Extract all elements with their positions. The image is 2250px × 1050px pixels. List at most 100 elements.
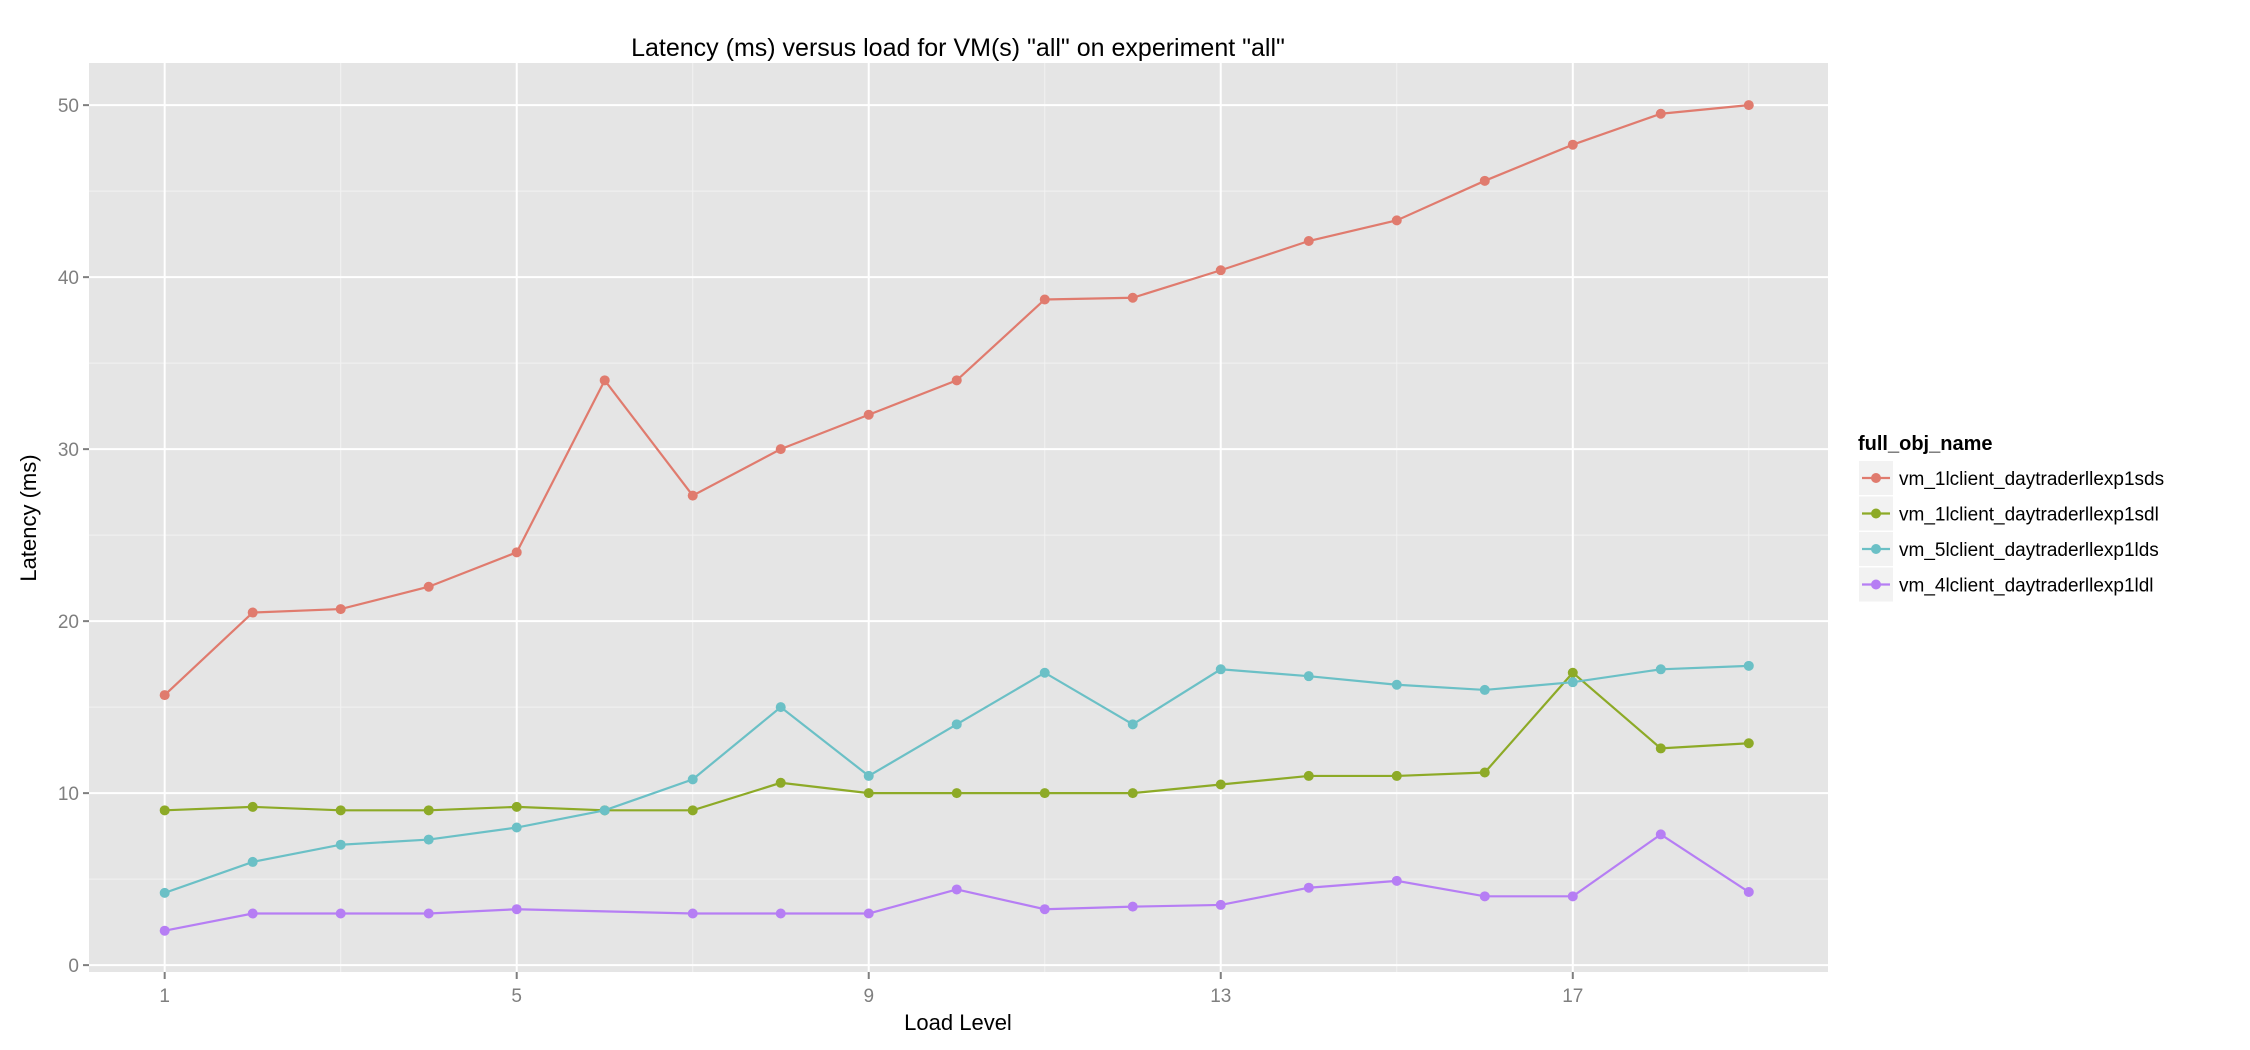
data-point [159, 690, 170, 701]
legend-key-point [1871, 473, 1881, 483]
data-point [775, 908, 786, 919]
data-point [1127, 788, 1138, 799]
y-tick-label: 10 [58, 784, 79, 805]
series-1 [159, 100, 1754, 701]
data-point [951, 884, 962, 895]
data-point [247, 856, 258, 867]
legend-key-point [1871, 544, 1881, 554]
legend-item-label: vm_1lclient_daytraderllexp1sdl [1899, 505, 2159, 526]
legend-item-label: vm_5lclient_daytraderllexp1lds [1899, 540, 2159, 561]
chart-title: Latency (ms) versus load for VM(s) "all"… [631, 34, 1285, 62]
data-point [1655, 829, 1666, 840]
data-point [1479, 891, 1490, 902]
legend-title: full_obj_name [1858, 433, 1992, 455]
data-point [1567, 139, 1578, 150]
data-point [1567, 891, 1578, 902]
data-point [1039, 904, 1050, 915]
x-tick-label: 5 [511, 986, 522, 1007]
data-point [423, 908, 434, 919]
data-point [687, 490, 698, 501]
data-point [423, 805, 434, 816]
data-point [1391, 770, 1402, 781]
data-point [863, 788, 874, 799]
data-point [951, 719, 962, 730]
data-point [1215, 779, 1226, 790]
x-tick-label: 1 [159, 986, 170, 1007]
data-point [599, 375, 610, 386]
data-point [159, 925, 170, 936]
series-layer [159, 100, 1754, 936]
data-point [687, 805, 698, 816]
data-point [1479, 684, 1490, 695]
data-point [863, 409, 874, 420]
y-tick-label: 0 [68, 956, 79, 977]
data-point [1127, 292, 1138, 303]
data-point [1743, 887, 1754, 898]
x-axis-label: Load Level [904, 1010, 1012, 1035]
data-point [247, 801, 258, 812]
x-tick-label: 9 [863, 986, 874, 1007]
data-point [1743, 100, 1754, 111]
data-point [1655, 743, 1666, 754]
data-point [687, 908, 698, 919]
series-line [164, 833, 1750, 932]
data-point [1215, 664, 1226, 675]
data-point [247, 607, 258, 618]
data-point [1479, 175, 1490, 186]
data-point [1303, 770, 1314, 781]
legend-item-label: vm_4lclient_daytraderllexp1ldl [1899, 576, 2154, 597]
data-point [1567, 667, 1578, 678]
data-point [1655, 664, 1666, 675]
data-point [1039, 294, 1050, 305]
data-point [511, 801, 522, 812]
data-point [511, 822, 522, 833]
data-point [335, 908, 346, 919]
series-4 [159, 829, 1754, 936]
data-point [1391, 679, 1402, 690]
data-point [423, 581, 434, 592]
grid-lines [89, 63, 1828, 972]
data-point [335, 805, 346, 816]
data-point [1215, 265, 1226, 276]
data-point [335, 839, 346, 850]
legend: full_obj_name vm_1lclient_daytraderllexp… [1858, 433, 2164, 602]
data-point [863, 770, 874, 781]
legend-item-label: vm_1lclient_daytraderllexp1sds [1899, 469, 2164, 490]
data-point [1303, 236, 1314, 247]
data-point [159, 887, 170, 898]
series-3 [159, 660, 1754, 898]
data-point [1655, 108, 1666, 119]
data-point [511, 547, 522, 558]
data-point [1303, 671, 1314, 682]
y-tick-label: 50 [58, 96, 79, 117]
data-point [1391, 875, 1402, 886]
data-point [511, 904, 522, 915]
data-point [247, 908, 258, 919]
plot-panel [89, 63, 1828, 972]
data-point [1743, 738, 1754, 749]
data-point [1479, 767, 1490, 778]
data-point [599, 805, 610, 816]
x-tick-label: 17 [1562, 986, 1583, 1007]
data-point [1127, 719, 1138, 730]
data-point [775, 777, 786, 788]
data-point [1039, 788, 1050, 799]
data-point [951, 375, 962, 386]
x-tick-label: 13 [1210, 986, 1231, 1007]
data-point [951, 788, 962, 799]
data-point [1567, 677, 1578, 688]
data-point [159, 805, 170, 816]
series-2 [159, 667, 1754, 816]
data-point [1743, 660, 1754, 671]
data-point [1303, 882, 1314, 893]
data-point [423, 834, 434, 845]
data-point [1039, 667, 1050, 678]
y-tick-label: 30 [58, 440, 79, 461]
y-tick-label: 20 [58, 612, 79, 633]
y-axis-label: Latency (ms) [16, 454, 41, 581]
data-point [775, 702, 786, 713]
data-point [775, 444, 786, 455]
data-point [1391, 215, 1402, 226]
y-tick-label: 40 [58, 268, 79, 289]
